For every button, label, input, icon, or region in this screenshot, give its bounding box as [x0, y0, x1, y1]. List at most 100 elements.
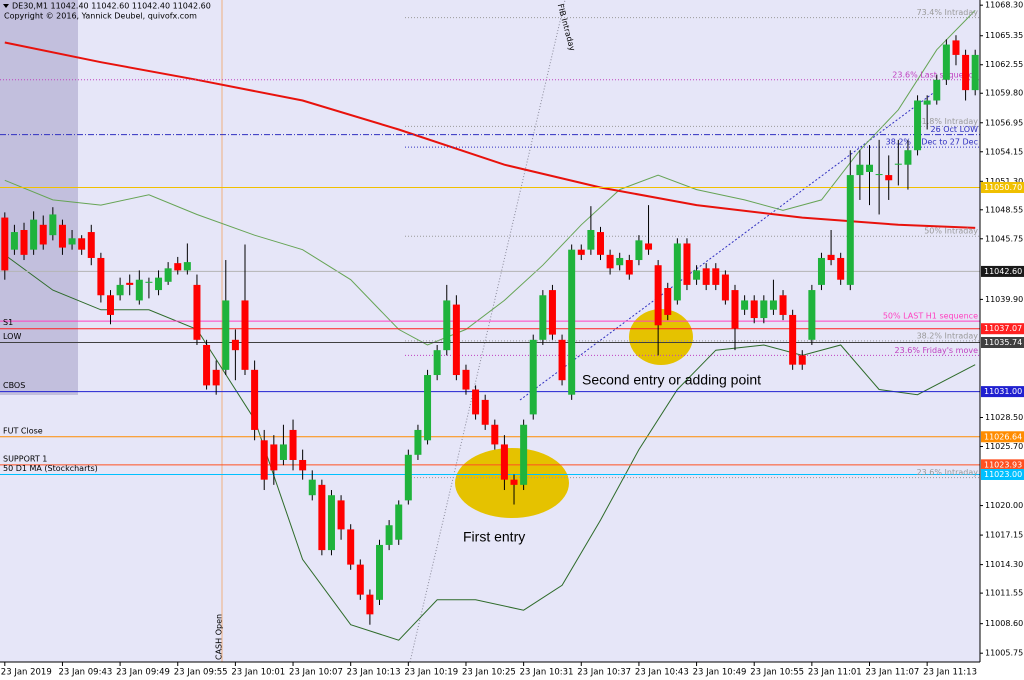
y-tick-label: 11028.50: [985, 413, 1023, 422]
candle-body: [433, 350, 441, 376]
candle-body: [558, 339, 566, 381]
x-tick-label: 23 Jan 11:07: [866, 668, 920, 678]
x-tick-label: 23 Jan 10:31: [520, 668, 574, 678]
level-label: 50 D1 MA (Stockcharts): [3, 464, 98, 473]
candle-body: [260, 440, 268, 480]
candle-body: [942, 44, 950, 80]
candle-body: [443, 300, 451, 351]
price-box: [981, 265, 1024, 277]
candle-body: [145, 281, 153, 283]
candle-body: [817, 257, 825, 285]
candle-body: [923, 100, 931, 105]
candle-body: [327, 495, 335, 551]
level-label: SUPPORT 1: [3, 454, 47, 463]
level-label: CBOS: [3, 381, 25, 390]
x-tick-label: 23 Jan 10:19: [404, 668, 458, 678]
level-label: 38.2% Intraday: [917, 331, 979, 340]
candle-body: [548, 290, 556, 335]
candle-body: [952, 40, 960, 55]
candle-body: [712, 268, 720, 285]
candle-body: [577, 249, 585, 255]
candle-body: [203, 344, 211, 386]
candle-body: [481, 399, 489, 425]
candle-body: [424, 375, 432, 441]
overlay-line: [4, 10, 976, 346]
overlay-line: [4, 254, 976, 641]
candle-body: [866, 164, 874, 172]
candle-body: [241, 300, 249, 370]
candle-body: [721, 274, 729, 301]
candle-body: [654, 265, 662, 326]
x-tick-label: 23 Jan 10:07: [289, 668, 343, 678]
candle-body: [856, 164, 864, 176]
candle-body: [635, 240, 643, 261]
y-tick-label: 11048.55: [985, 205, 1023, 214]
candle-body: [894, 163, 902, 165]
candle-body: [798, 355, 806, 365]
candle-body: [789, 314, 797, 365]
y-tick-label: 11014.30: [985, 560, 1023, 569]
candle-body: [1, 217, 9, 271]
candle-body: [452, 304, 460, 376]
price-box-label: 11042.60: [984, 267, 1022, 276]
copyright: Copyright © 2016, Yannick Deubel, quivof…: [4, 12, 197, 21]
level-label: 26 Oct LOW: [931, 125, 979, 134]
candle-body: [39, 224, 47, 245]
y-tick-label: 11008.60: [985, 619, 1023, 628]
candle-body: [270, 444, 278, 471]
level-label: 23.6% Friday's move: [895, 346, 979, 355]
price-box: [981, 468, 1024, 480]
candle-body: [779, 295, 787, 315]
annotation: Second entry or adding point: [582, 372, 761, 388]
level-label: 73.4% Intraday: [917, 8, 979, 17]
candle-body: [366, 594, 374, 615]
candle-body: [87, 232, 95, 258]
candle-body: [30, 219, 38, 250]
candle-body: [251, 369, 259, 430]
x-tick-label: 23 Jan 11:01: [808, 668, 862, 678]
axis-background: [0, 662, 980, 680]
candle-body: [356, 564, 364, 595]
candle-body: [750, 300, 758, 319]
candle-body: [279, 444, 287, 460]
level-label: S1: [3, 318, 13, 327]
candle-body: [702, 268, 710, 285]
candle-body: [126, 282, 134, 285]
price-box-label: 11031.00: [984, 387, 1022, 396]
candle-body: [760, 300, 768, 319]
annotation: CASH Open: [215, 614, 224, 660]
level-label: 38.2% 3 Dec to 27 Dec: [886, 138, 978, 147]
candle-body: [962, 54, 970, 91]
y-tick-label: 11025.70: [985, 442, 1023, 451]
candle-body: [846, 175, 854, 285]
candle-body: [904, 150, 912, 165]
candle-body: [731, 290, 739, 329]
candle-body: [645, 243, 653, 250]
candle-body: [116, 284, 124, 296]
y-tick-label: 11020.00: [985, 501, 1023, 510]
y-tick-label: 11051.30: [985, 177, 1023, 186]
candle-body: [933, 79, 941, 101]
price-box-label: 11050.70: [984, 183, 1022, 192]
candle-body: [58, 224, 66, 248]
y-tick-label: 11039.90: [985, 295, 1023, 304]
overlay-line: [4, 41, 976, 229]
candle-body: [20, 229, 28, 255]
candle-body: [827, 254, 835, 261]
candle-body: [78, 238, 86, 250]
candle-body: [222, 300, 230, 370]
candle-body: [385, 525, 393, 545]
level-label: 50% Intraday: [924, 227, 978, 236]
candle-body: [289, 429, 297, 460]
y-tick-label: 11017.15: [985, 531, 1023, 540]
price-box-label: 11026.64: [984, 432, 1022, 441]
level-label: 50% LAST H1 sequence: [883, 312, 978, 321]
y-tick-label: 11065.35: [985, 31, 1023, 40]
candle-body: [347, 529, 355, 565]
candle-body: [183, 262, 191, 271]
x-tick-label: 23 Jan 09:43: [58, 668, 112, 678]
candle-body: [404, 454, 412, 501]
